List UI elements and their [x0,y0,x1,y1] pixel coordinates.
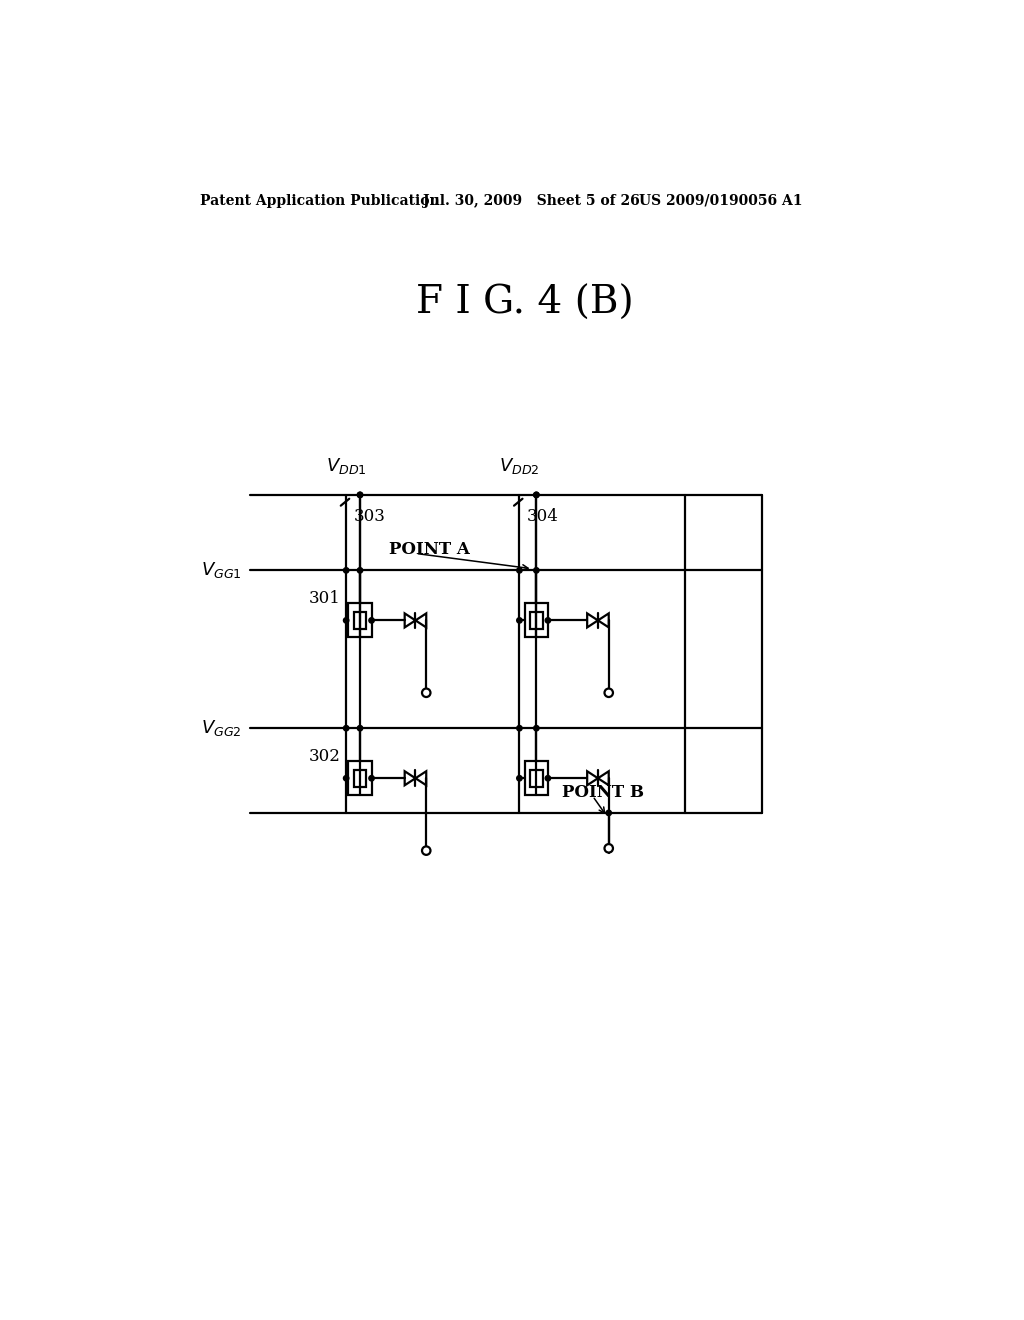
Text: $V_{GG2}$: $V_{GG2}$ [201,718,242,738]
Text: POINT A: POINT A [388,541,469,558]
Circle shape [517,726,522,731]
Circle shape [369,776,374,781]
Circle shape [343,776,349,781]
Text: US 2009/0190056 A1: US 2009/0190056 A1 [639,194,802,207]
Circle shape [369,618,374,623]
Circle shape [545,618,551,623]
Circle shape [357,568,362,573]
Circle shape [604,689,613,697]
Text: Jul. 30, 2009   Sheet 5 of 26: Jul. 30, 2009 Sheet 5 of 26 [423,194,640,207]
Circle shape [422,689,430,697]
Circle shape [343,568,349,573]
Text: F I G. 4 (B): F I G. 4 (B) [416,285,634,322]
Text: POINT B: POINT B [562,784,644,801]
Bar [348,603,372,638]
Bar [530,612,543,628]
Bar [524,762,548,795]
Circle shape [606,810,611,816]
Text: Patent Application Publication: Patent Application Publication [200,194,439,207]
Circle shape [357,492,362,498]
Text: 304: 304 [527,508,559,525]
Circle shape [343,618,349,623]
Circle shape [422,846,430,855]
Circle shape [343,726,349,731]
Text: $V_{GG1}$: $V_{GG1}$ [201,561,242,581]
Bar [530,770,543,787]
Circle shape [357,726,362,731]
Text: $V_{DD2}$: $V_{DD2}$ [499,457,540,477]
Circle shape [534,568,539,573]
Circle shape [534,492,539,498]
Circle shape [534,726,539,731]
Bar [524,603,548,638]
Circle shape [517,618,522,623]
Bar [348,762,372,795]
Circle shape [604,843,613,853]
Bar [354,770,367,787]
Text: 303: 303 [354,508,386,525]
Circle shape [517,776,522,781]
Text: $V_{DD1}$: $V_{DD1}$ [326,457,367,477]
Circle shape [517,568,522,573]
Text: 301: 301 [308,590,341,607]
Circle shape [357,492,362,498]
Bar [354,612,367,628]
Text: 302: 302 [308,748,341,766]
Circle shape [534,492,539,498]
Circle shape [545,776,551,781]
